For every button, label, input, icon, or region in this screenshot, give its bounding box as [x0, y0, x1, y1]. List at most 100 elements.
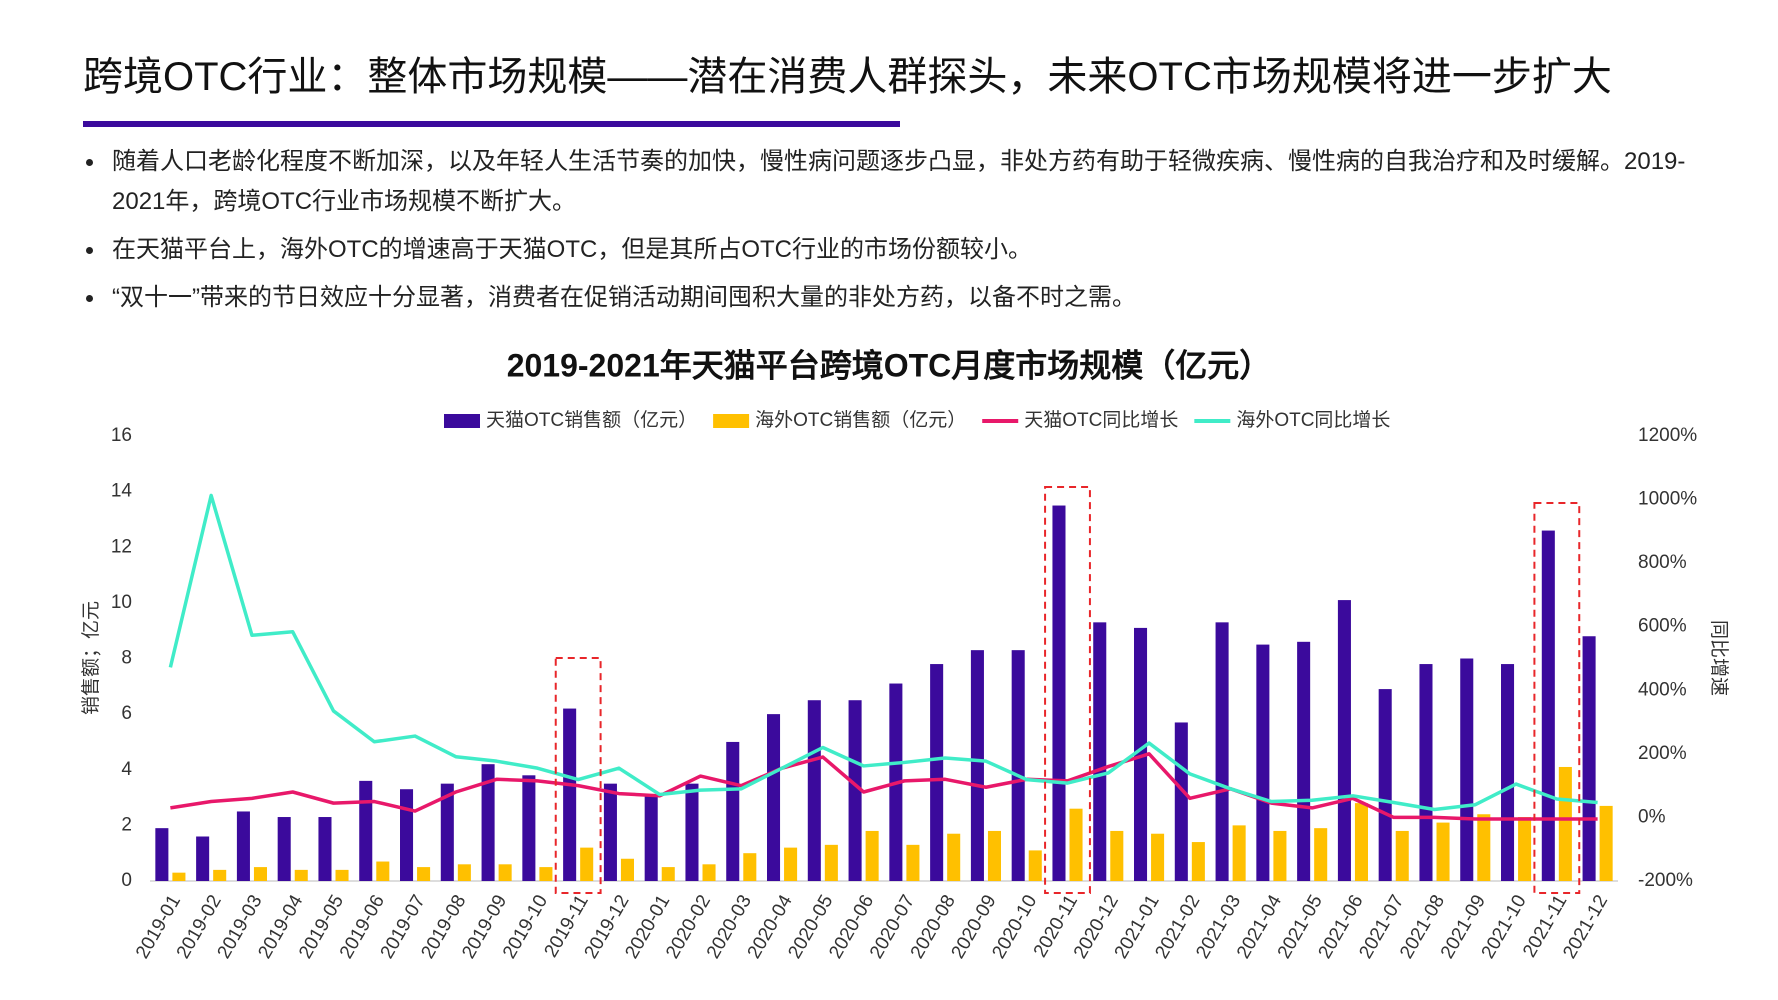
y2-tick-label: -200% [1638, 870, 1693, 891]
y2-tick-label: 400% [1638, 679, 1687, 700]
y-tick-label: 6 [121, 703, 132, 724]
bar [603, 783, 617, 881]
bullet: “双十一”带来的节日效应十分显著，消费者在促销活动期间囤积大量的非处方药，以备不… [82, 278, 1722, 318]
bar [1501, 664, 1515, 881]
bar [767, 714, 781, 881]
bar [481, 764, 495, 881]
bar [1110, 830, 1124, 881]
y2-tick-label: 1000% [1638, 489, 1697, 510]
line [168, 493, 1598, 812]
bar [1460, 658, 1474, 881]
bar [1273, 830, 1287, 881]
bar [335, 869, 349, 881]
bar [376, 861, 390, 881]
bar [236, 811, 250, 881]
legend-swatch [713, 414, 750, 428]
bar [930, 664, 944, 881]
highlight-box [554, 657, 602, 894]
bar [1011, 650, 1025, 881]
y2-tick-label: 1200% [1638, 425, 1697, 446]
bar [1337, 600, 1351, 881]
legend-label: 天猫OTC销售额（亿元） [486, 409, 697, 431]
bar [1093, 622, 1107, 881]
legend-label: 海外OTC销售额（亿元） [755, 409, 966, 431]
y2-tick-label: 0% [1638, 806, 1666, 827]
bar [440, 783, 454, 881]
y-tick-label: 12 [111, 536, 132, 557]
legend-label: 海外OTC同比增长 [1236, 409, 1390, 431]
bar [784, 847, 798, 881]
bar [1477, 814, 1491, 881]
bar [970, 650, 984, 881]
bar [1191, 842, 1205, 881]
y-axis-label: 销售额；亿元 [80, 601, 102, 715]
highlight-box [1533, 502, 1581, 894]
y-tick-label: 10 [111, 592, 132, 613]
bar [1582, 636, 1596, 881]
bar [1028, 850, 1042, 881]
bar [685, 783, 699, 881]
y-tick-label: 14 [111, 481, 133, 502]
bar [865, 830, 879, 881]
bar [563, 708, 577, 881]
y2-tick-label: 200% [1638, 743, 1687, 764]
bar [947, 833, 961, 881]
bar [539, 867, 553, 881]
bar [1215, 622, 1229, 881]
bar [1297, 641, 1311, 881]
bar [1314, 828, 1328, 881]
bar [213, 869, 227, 881]
bar [1436, 822, 1450, 881]
bar [1069, 808, 1083, 881]
y-tick-label: 4 [121, 759, 132, 780]
bar [1558, 766, 1572, 881]
bar [906, 844, 920, 881]
y2-tick-label: 600% [1638, 616, 1687, 637]
bar [417, 867, 431, 881]
y2-axis-label: 同比增速 [1708, 620, 1730, 696]
bar [743, 853, 757, 881]
bar [1174, 722, 1188, 881]
bullet: 随着人口老龄化程度不断加深，以及年轻人生活节奏的加快，慢性病问题逐步凸显，非处方… [82, 142, 1722, 222]
y-tick-label: 0 [121, 870, 132, 891]
bar [1518, 817, 1532, 881]
bar [580, 847, 594, 881]
bar [644, 794, 658, 881]
bar [702, 864, 716, 881]
bar [1052, 505, 1066, 881]
legend-label: 天猫OTC同比增长 [1024, 409, 1178, 431]
line [170, 752, 1598, 821]
page-title: 跨境OTC行业：整体市场规模——潜在消费人群探头，未来OTC市场规模将进一步扩大 [83, 55, 1612, 99]
bar [620, 858, 634, 881]
bar [457, 864, 471, 881]
bar [253, 867, 267, 881]
bar [661, 867, 675, 881]
bar [318, 817, 332, 881]
y-tick-label: 16 [111, 425, 132, 446]
bar [1378, 689, 1392, 881]
bar [498, 864, 512, 881]
bar [1419, 664, 1433, 881]
bar [522, 775, 536, 881]
bar [1599, 805, 1613, 881]
highlight-box [1044, 486, 1091, 894]
bar [1395, 830, 1409, 881]
bar [1256, 644, 1270, 881]
bar [196, 836, 210, 881]
chart-title: 2019-2021年天猫平台跨境OTC月度市场规模（亿元） [507, 347, 1272, 383]
bar [824, 844, 838, 881]
bar [1541, 530, 1555, 881]
bar [359, 780, 373, 881]
y-tick-label: 8 [121, 648, 132, 669]
y2-tick-label: 800% [1638, 552, 1687, 573]
bar [172, 872, 186, 881]
bar [294, 869, 308, 881]
legend-swatch [444, 414, 480, 428]
bar [1232, 825, 1246, 881]
bar [807, 700, 821, 881]
bar [987, 830, 1001, 881]
bar [400, 789, 414, 881]
bullet: 在天猫平台上，海外OTC的增速高于天猫OTC，但是其所占OTC行业的市场份额较小… [82, 230, 1722, 270]
